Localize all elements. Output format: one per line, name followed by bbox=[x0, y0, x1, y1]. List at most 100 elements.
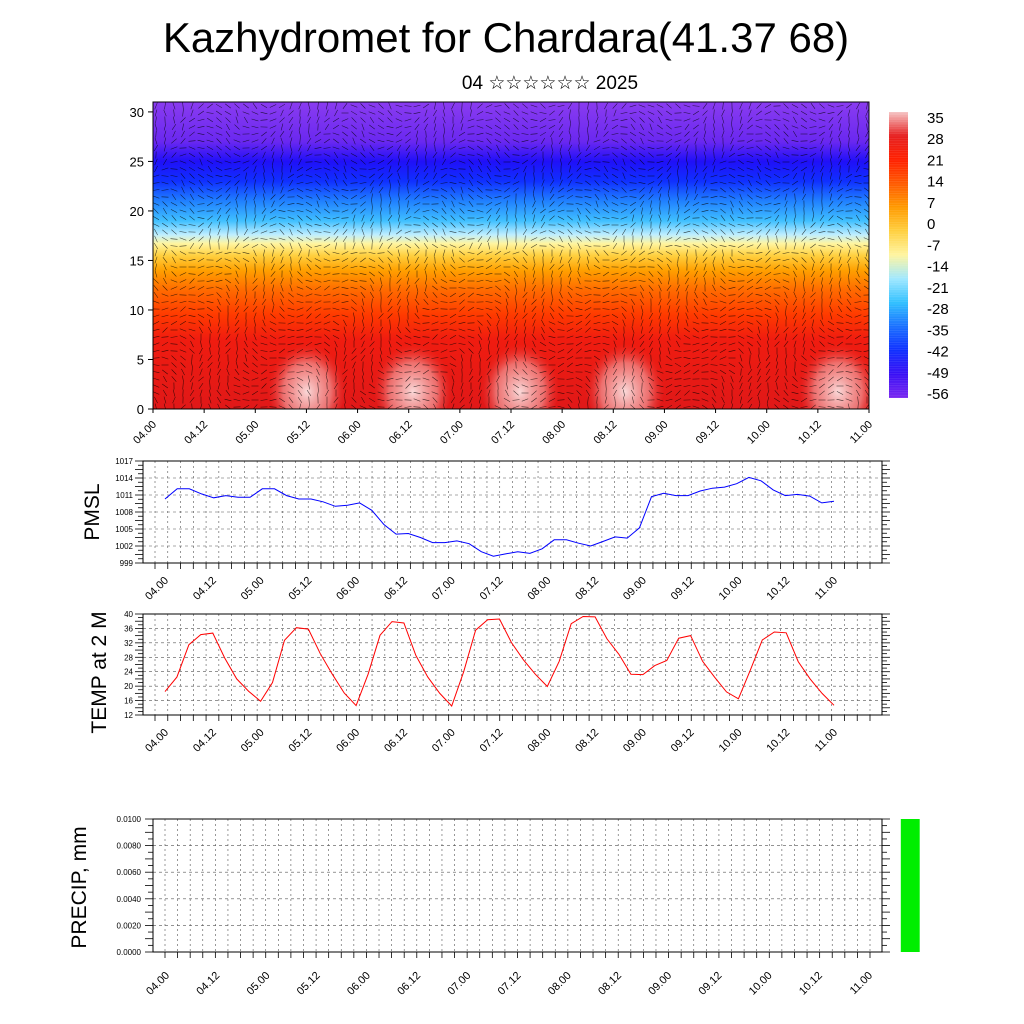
wind-barb bbox=[251, 139, 259, 143]
wind-barb bbox=[758, 396, 760, 404]
wind-barb bbox=[487, 326, 491, 334]
wind-barb bbox=[280, 179, 284, 187]
wind-barb bbox=[593, 237, 601, 241]
wind-barb bbox=[407, 305, 409, 313]
wind-barb bbox=[233, 153, 241, 157]
wind-barb bbox=[549, 264, 555, 270]
wind-barb bbox=[585, 327, 591, 333]
wind-barb bbox=[440, 343, 448, 345]
wind-barb bbox=[773, 167, 781, 171]
wind-barb bbox=[423, 166, 429, 172]
wind-barb bbox=[703, 263, 707, 271]
wind-barb bbox=[486, 383, 492, 389]
wind-barb bbox=[495, 159, 501, 165]
wind-barb bbox=[854, 334, 862, 340]
wind-barb bbox=[613, 235, 617, 243]
wind-barb bbox=[495, 285, 501, 291]
wind-barb bbox=[198, 179, 204, 187]
wind-barb bbox=[433, 403, 437, 409]
wind-barb bbox=[838, 291, 842, 299]
wind-barb bbox=[656, 384, 664, 388]
wind-barb bbox=[549, 243, 555, 249]
wind-barb bbox=[621, 250, 627, 256]
wind-barb bbox=[153, 285, 159, 291]
wind-barb bbox=[413, 370, 421, 374]
wind-barb bbox=[253, 249, 257, 257]
x-tick-label: 07.12 bbox=[478, 727, 506, 755]
wind-barb bbox=[460, 186, 464, 194]
x-tick-label: 07.00 bbox=[430, 575, 458, 603]
wind-barb bbox=[684, 327, 690, 333]
wind-barb bbox=[802, 172, 806, 180]
wind-barb bbox=[197, 195, 205, 199]
wind-barb bbox=[504, 152, 510, 158]
wind-barb bbox=[755, 294, 763, 296]
wind-barb bbox=[531, 334, 537, 340]
wind-barb bbox=[865, 130, 869, 138]
wind-barb bbox=[612, 326, 618, 334]
wind-barb bbox=[488, 347, 490, 355]
wind-barb bbox=[722, 249, 724, 257]
wind-barb bbox=[658, 193, 662, 201]
wind-barb bbox=[487, 221, 491, 229]
wind-barb bbox=[791, 391, 799, 395]
wind-barb bbox=[170, 146, 178, 150]
wind-barb bbox=[837, 235, 843, 243]
wind-barb bbox=[262, 319, 266, 327]
wind-barb bbox=[449, 244, 457, 248]
wind-barb bbox=[485, 119, 493, 121]
wind-barb bbox=[530, 369, 538, 375]
wind-barb bbox=[233, 167, 241, 171]
wind-barb bbox=[233, 252, 241, 254]
wind-barb bbox=[369, 271, 375, 277]
wind-barb bbox=[244, 291, 248, 299]
wind-barb bbox=[746, 315, 754, 317]
wind-barb bbox=[200, 340, 202, 348]
wind-barb bbox=[782, 167, 790, 171]
wind-barb bbox=[161, 341, 169, 347]
wind-barb bbox=[325, 375, 329, 383]
wind-barb bbox=[451, 102, 455, 110]
wind-barb bbox=[595, 382, 599, 390]
wind-barb bbox=[701, 404, 709, 409]
wind-barb bbox=[755, 266, 763, 268]
wind-barb bbox=[269, 321, 277, 325]
wind-barb bbox=[386, 126, 394, 128]
wind-barb bbox=[233, 132, 241, 136]
wind-barb bbox=[505, 347, 509, 355]
wind-barb bbox=[245, 172, 247, 180]
wind-barb bbox=[523, 200, 527, 208]
wind-barb bbox=[855, 292, 861, 298]
wind-barb bbox=[252, 152, 258, 158]
wind-barb bbox=[153, 314, 160, 318]
wind-barb bbox=[333, 159, 339, 165]
wind-barb bbox=[414, 236, 420, 242]
colorbar-label: 28 bbox=[927, 131, 944, 148]
wind-barb bbox=[809, 377, 817, 381]
wind-barb bbox=[541, 326, 545, 334]
wind-barb bbox=[341, 118, 349, 122]
wind-barb bbox=[288, 116, 294, 124]
wind-barb bbox=[836, 322, 844, 324]
wind-barb bbox=[289, 151, 293, 159]
wind-barb bbox=[287, 335, 295, 339]
wind-barb bbox=[854, 223, 862, 227]
wind-barb bbox=[692, 342, 700, 346]
wind-barb bbox=[604, 193, 608, 201]
wind-barb bbox=[863, 343, 869, 345]
wind-barb bbox=[594, 180, 600, 186]
wind-barb bbox=[467, 315, 475, 317]
wind-barb bbox=[585, 144, 591, 152]
wind-barb bbox=[836, 376, 844, 382]
wind-barb bbox=[459, 299, 465, 305]
wind-barb bbox=[432, 285, 438, 291]
wind-barb bbox=[269, 406, 277, 408]
wind-barb bbox=[225, 348, 231, 354]
wind-barb bbox=[611, 194, 619, 200]
wind-barb bbox=[377, 146, 385, 150]
wind-barb bbox=[792, 187, 798, 193]
wind-barb bbox=[620, 126, 628, 128]
wind-barb bbox=[666, 173, 672, 179]
wind-barb bbox=[774, 194, 780, 200]
wind-barb bbox=[296, 209, 304, 213]
